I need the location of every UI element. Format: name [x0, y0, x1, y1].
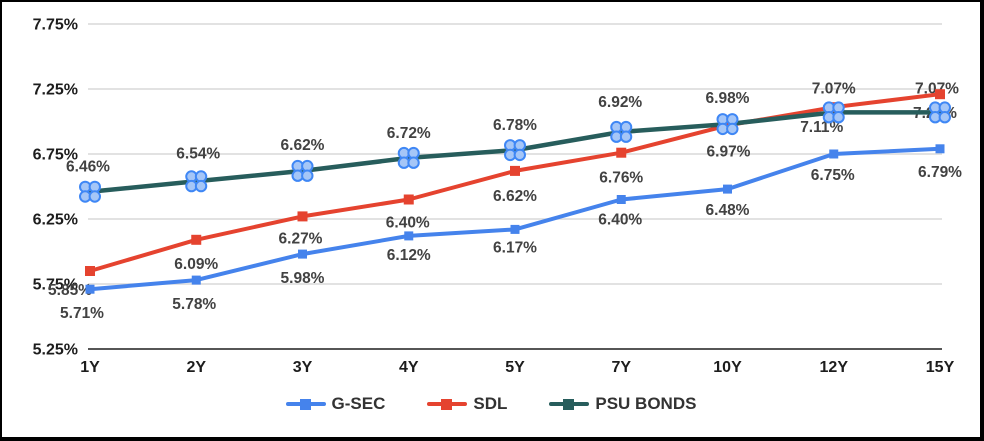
legend-item-psu-bonds[interactable]: PSU BONDS — [549, 394, 696, 414]
data-label-psu-bonds: 6.72% — [387, 125, 431, 142]
y-axis-tick-label: 6.75% — [33, 147, 78, 164]
point-marker-g-sec[interactable] — [829, 149, 839, 159]
point-marker-sdl[interactable] — [616, 147, 627, 158]
legend-item-sdl[interactable]: SDL — [427, 394, 507, 414]
data-label-psu-bonds: 6.46% — [66, 159, 110, 176]
x-axis-tick-label: 4Y — [399, 359, 419, 376]
data-label-sdl: 6.97% — [707, 143, 751, 160]
data-label-sdl: 6.62% — [493, 188, 537, 205]
point-marker-g-sec[interactable] — [616, 195, 626, 204]
point-marker-g-sec[interactable] — [404, 231, 414, 241]
x-axis-tick-label: 15Y — [926, 359, 955, 376]
data-label-sdl: 6.09% — [174, 256, 218, 273]
data-label-g-sec: 5.78% — [172, 296, 216, 313]
y-axis-tick-label: 7.25% — [33, 82, 78, 99]
legend-swatch-g-sec — [285, 398, 326, 410]
x-axis-tick-label: 2Y — [186, 359, 206, 376]
x-axis-tick-label: 3Y — [293, 359, 313, 376]
data-label-psu-bonds: 6.54% — [176, 145, 220, 162]
data-label-g-sec: 6.79% — [918, 164, 962, 181]
data-label-sdl: 6.40% — [386, 215, 430, 232]
legend-label-psu-bonds: PSU BONDS — [595, 394, 697, 413]
y-axis-tick-label: 7.75% — [33, 17, 78, 34]
data-label-g-sec: 6.48% — [706, 202, 750, 219]
x-axis-tick-label: 10Y — [713, 359, 742, 376]
x-axis-tick-label: 5Y — [505, 359, 525, 376]
legend-swatch-sdl — [427, 398, 468, 410]
x-axis-tick-label: 7Y — [611, 359, 631, 376]
data-label-sdl: 7.11% — [800, 119, 843, 136]
data-label-sdl: 5.85% — [48, 282, 92, 299]
data-label-psu-bonds: 6.98% — [706, 90, 750, 107]
selection-handle-circle[interactable] — [88, 190, 102, 203]
y-axis-tick-label: 6.25% — [33, 212, 78, 229]
data-label-g-sec: 6.12% — [387, 247, 431, 264]
series-line-psu-bonds[interactable] — [87, 110, 943, 194]
point-marker-g-sec[interactable] — [935, 144, 945, 154]
x-axis-tick-label: 12Y — [820, 359, 849, 376]
selection-handle-circle[interactable] — [194, 179, 208, 193]
legend-swatch-square — [299, 398, 311, 410]
legend-item-g-sec[interactable]: G-SEC — [285, 394, 386, 414]
legend-swatch-psu-bonds — [549, 398, 590, 410]
point-marker-g-sec[interactable] — [298, 249, 307, 259]
selection-handle-circle[interactable] — [301, 169, 314, 182]
point-marker-g-sec[interactable] — [723, 184, 732, 194]
point-marker-sdl[interactable] — [935, 89, 945, 100]
data-label-g-sec: 5.71% — [60, 305, 104, 322]
point-marker-sdl[interactable] — [297, 211, 308, 222]
data-label-psu-bonds: 7.07% — [915, 80, 959, 97]
data-label-psu-bonds: 7.07% — [812, 80, 856, 97]
legend: G-SEC SDL PSU BONDS — [2, 394, 980, 414]
legend-swatch-square — [563, 398, 575, 410]
point-marker-sdl[interactable] — [85, 266, 95, 276]
selection-handle-circle[interactable] — [407, 156, 420, 169]
point-marker-sdl[interactable] — [191, 234, 202, 245]
data-label-g-sec: 5.98% — [281, 270, 325, 287]
data-label-g-sec: 6.17% — [493, 239, 537, 256]
legend-swatch-square — [441, 398, 453, 410]
data-label-sdl: 6.76% — [599, 170, 643, 187]
x-axis-tick-label: 1Y — [80, 359, 100, 376]
data-label-g-sec: 6.40% — [598, 212, 642, 229]
selection-handle-circle[interactable] — [832, 111, 845, 124]
data-label-psu-bonds: 6.62% — [281, 137, 325, 154]
point-marker-g-sec[interactable] — [85, 284, 95, 294]
data-label-psu-bonds: 6.92% — [598, 94, 642, 111]
point-marker-sdl[interactable] — [510, 165, 520, 176]
y-axis-tick-label: 5.75% — [33, 277, 78, 294]
legend-label-g-sec: G-SEC — [331, 394, 386, 413]
data-label-sdl: 6.27% — [279, 230, 323, 247]
data-label-psu-bonds: 6.78% — [493, 117, 537, 134]
selection-handle-circle[interactable] — [513, 148, 526, 162]
legend-label-sdl: SDL — [473, 394, 508, 413]
point-marker-g-sec[interactable] — [510, 224, 520, 234]
point-marker-g-sec[interactable] — [191, 275, 201, 285]
data-label-g-sec: 6.75% — [811, 167, 855, 184]
selection-handle-circle[interactable] — [619, 130, 633, 143]
selection-handle-circle[interactable] — [938, 111, 951, 124]
point-marker-sdl[interactable] — [403, 194, 414, 205]
selection-handle-circle[interactable] — [726, 122, 739, 136]
y-axis-tick-label: 5.25% — [33, 342, 78, 359]
